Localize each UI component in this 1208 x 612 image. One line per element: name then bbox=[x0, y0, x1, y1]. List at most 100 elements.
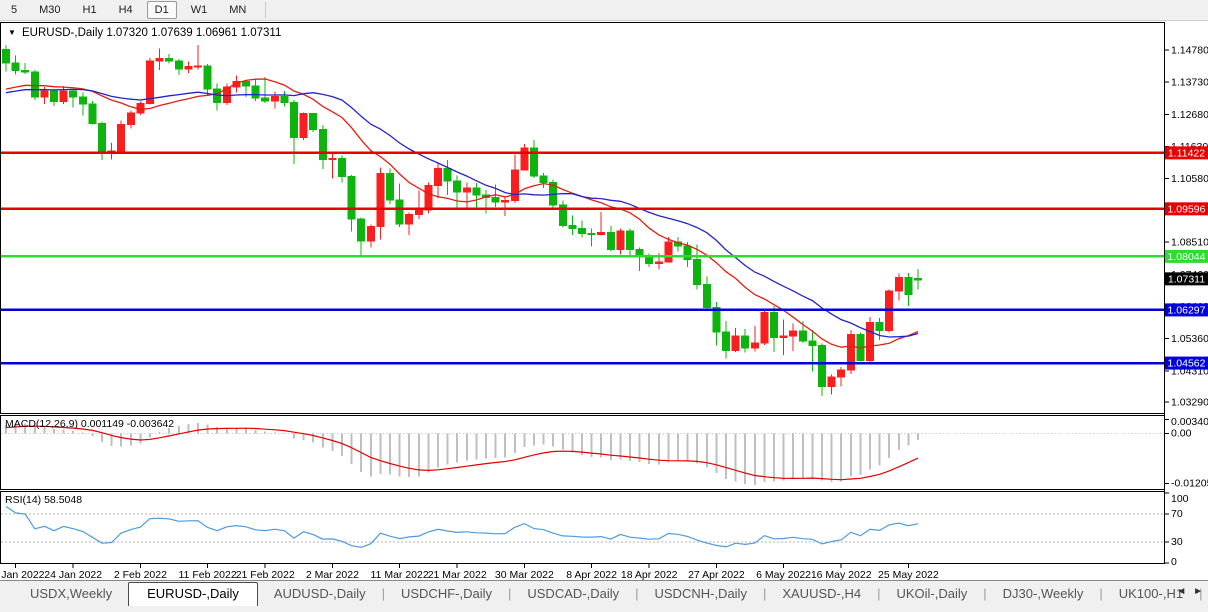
candle-body bbox=[222, 86, 231, 104]
timeframe-button-mn[interactable]: MN bbox=[229, 4, 247, 16]
date-axis-label: 14 Jan 2022 bbox=[0, 569, 45, 580]
date-axis-label: 25 May 2022 bbox=[878, 569, 939, 580]
timeframe-button-h4[interactable]: H4 bbox=[118, 4, 133, 16]
candle-body bbox=[405, 214, 414, 225]
candle-body bbox=[894, 277, 903, 292]
candle-body bbox=[50, 90, 58, 102]
tab-usdcnh-daily[interactable]: USDCNH-,Daily bbox=[654, 586, 747, 601]
timeframe-button-h1[interactable]: H1 bbox=[82, 4, 97, 16]
candle-body bbox=[213, 88, 222, 104]
timeframe-button-m30[interactable]: M30 bbox=[39, 4, 61, 16]
candle-body bbox=[827, 376, 836, 388]
candle-body bbox=[376, 172, 385, 227]
candle-body bbox=[558, 204, 567, 227]
date-axis-label: 6 May 2022 bbox=[756, 569, 811, 580]
candle-body bbox=[194, 65, 202, 68]
tab-divider: | bbox=[381, 586, 385, 601]
candle-body bbox=[712, 307, 721, 333]
candle-body bbox=[606, 232, 615, 250]
tab-usdcad-daily[interactable]: USDCAD-,Daily bbox=[527, 586, 620, 601]
tab-eurusd-daily[interactable]: EURUSD-,Daily bbox=[128, 582, 258, 606]
candle-body bbox=[146, 60, 154, 104]
tab-scroll-arrows[interactable]: ◄ ► bbox=[1176, 586, 1205, 597]
candle-body bbox=[232, 81, 241, 88]
candle-body bbox=[165, 58, 174, 62]
fast-ma-line bbox=[5, 78, 919, 349]
timeframe-button-d1[interactable]: D1 bbox=[146, 1, 177, 19]
rsi-indicator-label: RSI(14) 58.5048 bbox=[5, 494, 82, 506]
candle-body bbox=[722, 331, 730, 351]
candle-body bbox=[779, 335, 788, 338]
candle-body bbox=[702, 284, 711, 309]
candle-body bbox=[578, 228, 586, 235]
candle-body bbox=[866, 322, 874, 361]
hline-price-flag bbox=[1165, 202, 1208, 216]
date-axis-label: 21 Mar 2022 bbox=[428, 569, 487, 580]
slow-ma-line bbox=[5, 88, 919, 338]
hline-price-flag bbox=[1165, 356, 1208, 370]
macd-indicator-label: MACD(12,26,9) 0.001149 -0.003642 bbox=[5, 418, 174, 430]
candle-body bbox=[318, 129, 327, 160]
candle-body bbox=[338, 157, 346, 178]
candle-body bbox=[299, 113, 308, 138]
tab-uk100-h1[interactable]: UK100-,H1 bbox=[1118, 586, 1184, 601]
candle-body bbox=[875, 322, 884, 331]
tab-xauusd-h4[interactable]: XAUUSD-,H4 bbox=[782, 586, 862, 601]
hline-price-flag-label: 1.09596 bbox=[1168, 203, 1206, 215]
chart-ohlc-header: EURUSD-,Daily 1.07320 1.07639 1.06961 1.… bbox=[22, 27, 281, 39]
candle-body bbox=[904, 277, 913, 296]
candle-body bbox=[530, 147, 538, 177]
candle-body bbox=[491, 196, 500, 203]
candle-body bbox=[347, 176, 356, 220]
status-strip bbox=[0, 606, 1208, 612]
hline-price-flag bbox=[1165, 146, 1208, 160]
candle-body bbox=[414, 209, 423, 216]
price-chart[interactable]: 1.147801.137301.126801.116301.105801.085… bbox=[0, 20, 1208, 580]
candle-body bbox=[270, 95, 279, 102]
candle-body bbox=[174, 60, 183, 70]
candle-body bbox=[626, 230, 634, 250]
candle-body bbox=[21, 70, 30, 73]
candle-body bbox=[357, 218, 366, 242]
tab-usdx-weekly[interactable]: USDX,Weekly bbox=[30, 586, 113, 601]
timeframe-button-w1[interactable]: W1 bbox=[190, 4, 208, 16]
date-axis-label: 8 Apr 2022 bbox=[566, 569, 617, 580]
candle-body bbox=[635, 248, 644, 256]
candle-body bbox=[69, 90, 78, 98]
candle-body bbox=[750, 342, 759, 349]
rsi-panel bbox=[0, 491, 1165, 564]
candle-body bbox=[261, 97, 270, 102]
hline-price-flag-label: 1.11422 bbox=[1168, 147, 1205, 159]
candle-body bbox=[597, 232, 606, 235]
candle-body bbox=[443, 168, 452, 182]
current-price-label: 1.07311 bbox=[1168, 273, 1205, 285]
tab-dj30-weekly[interactable]: DJ30-,Weekly bbox=[1002, 586, 1084, 601]
date-axis-label: 18 Apr 2022 bbox=[621, 569, 678, 580]
tab-usdchf-daily[interactable]: USDCHF-,Daily bbox=[400, 586, 492, 601]
candle-body bbox=[760, 311, 769, 344]
tab-divider: | bbox=[1099, 586, 1103, 601]
price-axis-label: 1.13730 bbox=[1171, 77, 1208, 89]
candle-body bbox=[117, 123, 126, 152]
candle-body bbox=[837, 369, 846, 378]
tab-ukoil-daily[interactable]: UKOil-,Daily bbox=[896, 586, 968, 601]
tab-divider: | bbox=[507, 586, 512, 601]
candle-body bbox=[59, 90, 68, 102]
candle-body bbox=[914, 278, 922, 281]
candle-body bbox=[731, 335, 740, 351]
timeframe-button-5[interactable]: 5 bbox=[11, 4, 18, 16]
macd-axis-label: 0.00 bbox=[1171, 428, 1192, 440]
candle-body bbox=[328, 157, 337, 161]
tab-audusd-daily[interactable]: AUDUSD-,Daily bbox=[273, 586, 366, 601]
hline-price-flag bbox=[1165, 249, 1208, 263]
candle-body bbox=[395, 199, 404, 225]
candle-body bbox=[798, 330, 807, 342]
candle-body bbox=[453, 180, 462, 193]
candle-body bbox=[126, 112, 135, 125]
candle-body bbox=[424, 185, 433, 211]
date-axis-label: 30 Mar 2022 bbox=[495, 569, 554, 580]
price-axis-label: 1.05360 bbox=[1171, 333, 1208, 345]
candle-body bbox=[616, 230, 625, 250]
candle-body bbox=[98, 123, 106, 153]
